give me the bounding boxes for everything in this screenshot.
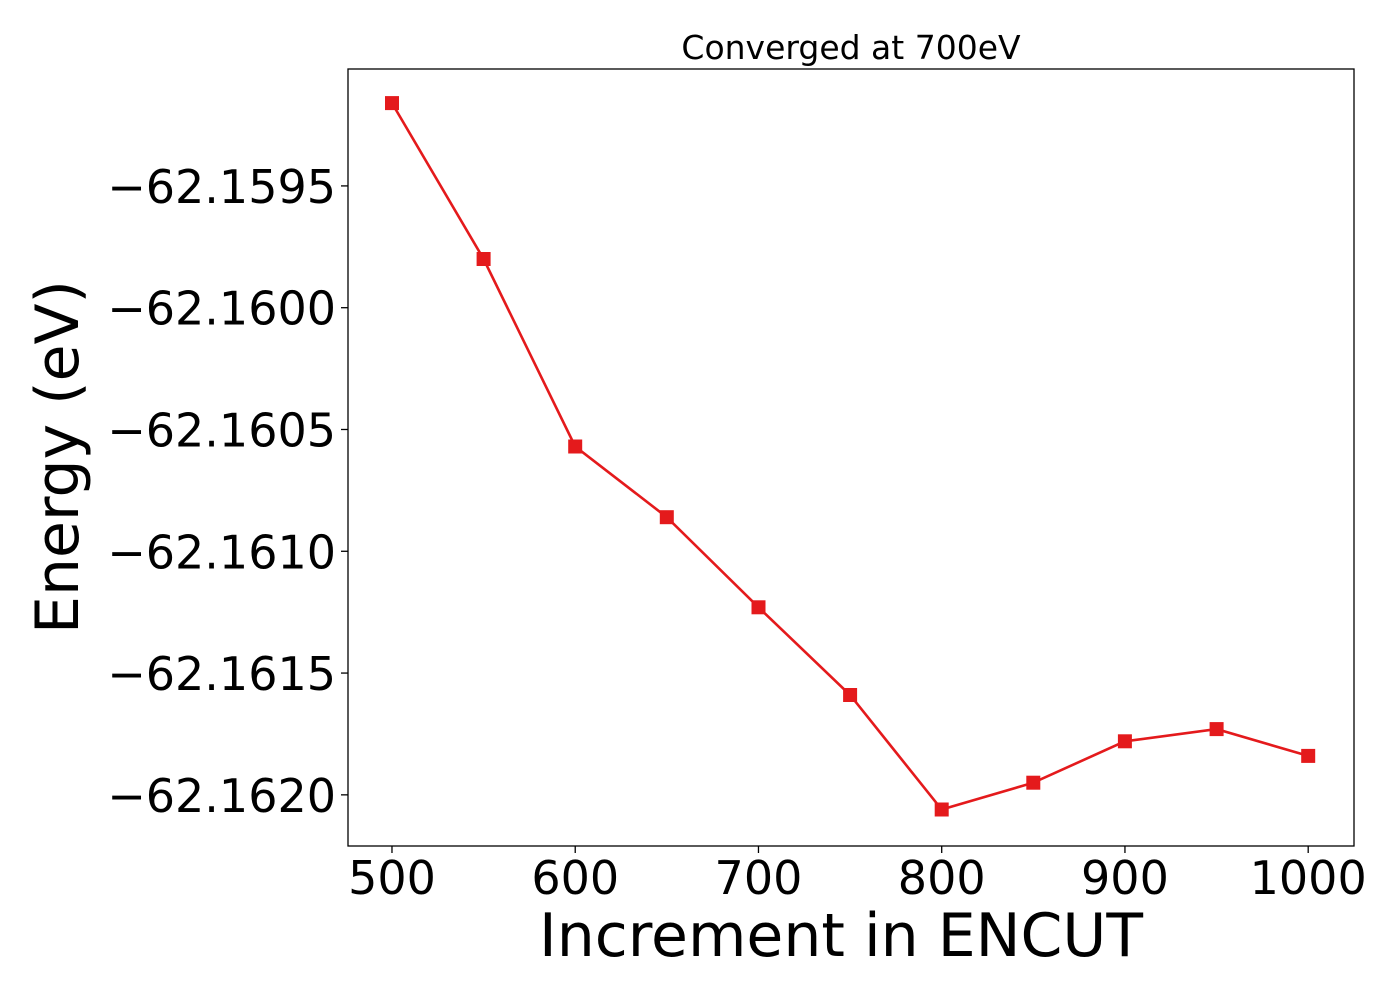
data-point <box>934 802 949 817</box>
data-point <box>843 688 858 702</box>
data-point <box>476 252 491 266</box>
data-point <box>751 600 766 615</box>
x-tick-label: 800 <box>898 851 986 905</box>
data-point <box>1301 748 1316 763</box>
x-tick-label: 700 <box>715 851 803 905</box>
x-tick-label: 500 <box>348 851 436 905</box>
y-tick-label: −62.1600 <box>107 282 336 336</box>
data-point <box>1026 775 1041 790</box>
y-tick-label: −62.1610 <box>107 525 336 579</box>
x-tick-label: 600 <box>531 851 619 905</box>
data-point <box>568 439 583 454</box>
x-axis-label: Increment in ENCUT <box>539 901 1143 971</box>
data-point <box>1117 734 1132 749</box>
series-layer <box>385 96 1316 817</box>
data-point <box>385 96 399 111</box>
x-tick-label: 1000 <box>1250 851 1367 905</box>
y-axis: −62.1595 −62.1600 −62.1605 −62.1610 −62.1615… <box>107 160 348 823</box>
plot-area <box>347 68 1355 847</box>
y-axis-label: Energy (eV) <box>23 280 93 634</box>
y-tick-label: −62.1595 <box>107 160 336 214</box>
chart-title: Converged at 700eV <box>681 28 1021 67</box>
plot-frame <box>347 68 1355 847</box>
x-axis: 500 600 700 800 900 1000 <box>348 846 1367 905</box>
data-point <box>659 510 674 525</box>
data-point <box>1209 722 1224 737</box>
y-tick-label: −62.1615 <box>107 647 336 701</box>
y-tick-label: −62.1620 <box>107 769 336 823</box>
y-tick-label: −62.1605 <box>107 403 336 457</box>
x-tick-label: 900 <box>1081 851 1169 905</box>
